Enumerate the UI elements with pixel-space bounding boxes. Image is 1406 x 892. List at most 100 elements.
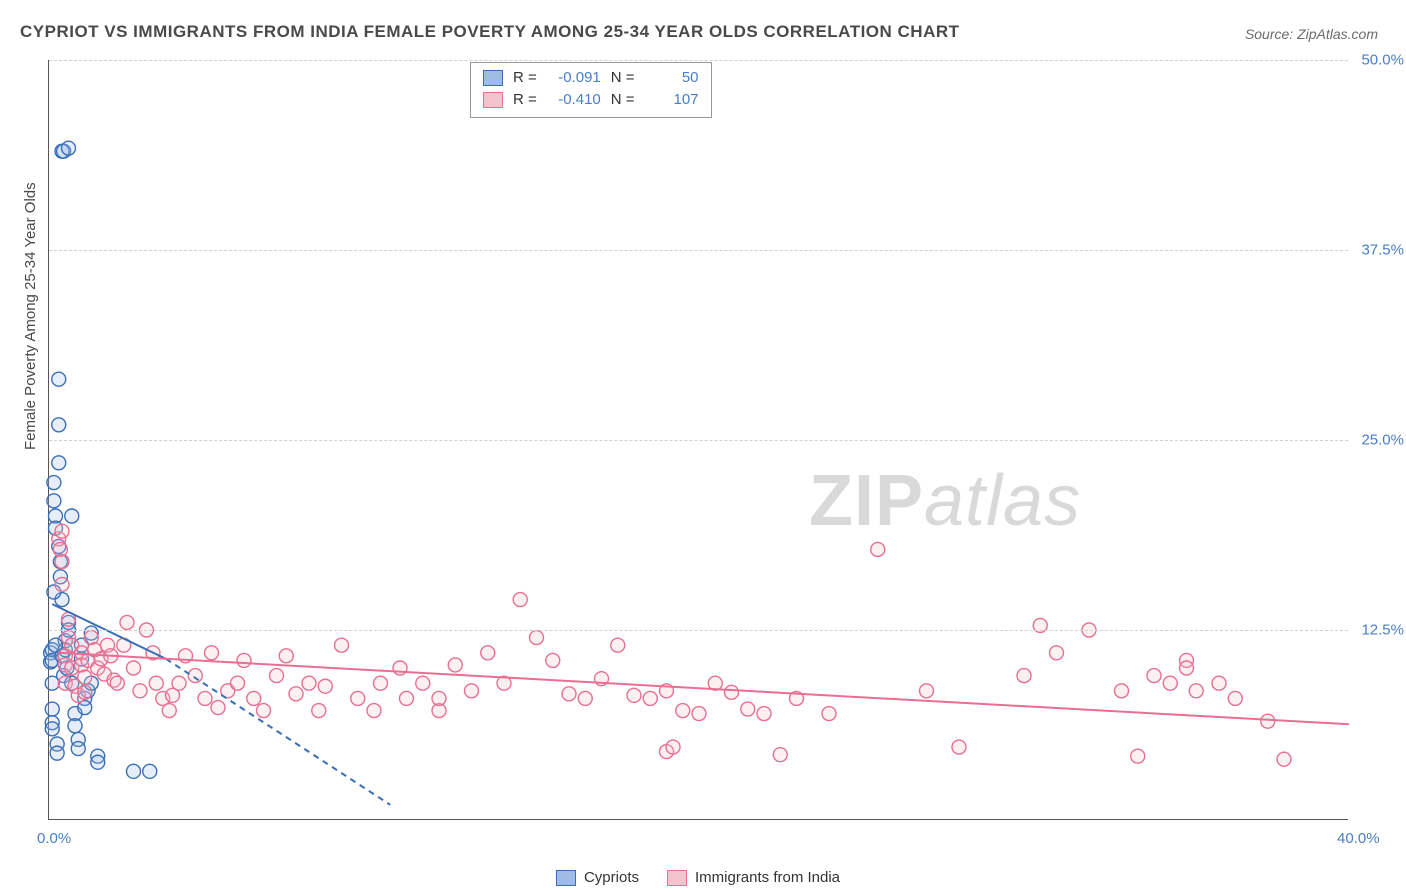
data-point (1261, 714, 1275, 728)
data-point (45, 722, 59, 736)
data-point (143, 764, 157, 778)
data-point (289, 687, 303, 701)
data-point (162, 704, 176, 718)
data-point (52, 372, 66, 386)
data-point (757, 707, 771, 721)
data-point (257, 704, 271, 718)
data-point (692, 707, 706, 721)
data-point (78, 685, 92, 699)
data-point (55, 524, 69, 538)
data-point (279, 649, 293, 663)
data-point (400, 691, 414, 705)
data-point (611, 638, 625, 652)
data-point (351, 691, 365, 705)
data-point (312, 704, 326, 718)
grid-line (49, 60, 1348, 61)
data-point (52, 418, 66, 432)
data-point (481, 646, 495, 660)
swatch-india-icon (667, 870, 687, 886)
data-point (1180, 661, 1194, 675)
data-point (1212, 676, 1226, 690)
data-point (47, 476, 61, 490)
data-point (562, 687, 576, 701)
data-point (920, 684, 934, 698)
data-point (71, 742, 85, 756)
legend-series: Cypriots Immigrants from India (48, 869, 1348, 886)
data-point (127, 764, 141, 778)
data-point (270, 669, 284, 683)
legend-row-1: R = -0.410 N = 107 (483, 89, 699, 111)
data-point (676, 704, 690, 718)
data-point (45, 702, 59, 716)
data-point (666, 740, 680, 754)
data-point (367, 704, 381, 718)
data-point (65, 509, 79, 523)
data-point (110, 676, 124, 690)
data-point (1163, 676, 1177, 690)
data-point (741, 702, 755, 716)
y-axis-title: Female Poverty Among 25-34 Year Olds (22, 182, 39, 450)
data-point (133, 684, 147, 698)
data-point (62, 141, 76, 155)
legend-correlation: R = -0.091 N = 50 R = -0.410 N = 107 (470, 62, 712, 118)
data-point (78, 670, 92, 684)
data-point (546, 653, 560, 667)
plot-area: ZIPatlas 12.5%25.0%37.5%50.0%0.0%40.0% (48, 60, 1348, 820)
data-point (231, 676, 245, 690)
data-point (47, 494, 61, 508)
legend-item-cypriots: Cypriots (556, 869, 639, 886)
chart-title: CYPRIOT VS IMMIGRANTS FROM INDIA FEMALE … (20, 22, 960, 42)
source-label: Source: ZipAtlas.com (1245, 26, 1378, 42)
data-point (50, 746, 64, 760)
data-point (211, 701, 225, 715)
data-point (871, 542, 885, 556)
grid-line (49, 630, 1348, 631)
data-point (302, 676, 316, 690)
data-point (432, 691, 446, 705)
legend-row-0: R = -0.091 N = 50 (483, 67, 699, 89)
x-tick-label: 40.0% (1337, 830, 1380, 847)
data-point (627, 688, 641, 702)
swatch-cypriots (483, 70, 503, 86)
data-point (1147, 669, 1161, 683)
swatch-india (483, 92, 503, 108)
x-tick-label: 0.0% (37, 830, 71, 847)
data-point (1131, 749, 1145, 763)
data-point (91, 755, 105, 769)
data-point (773, 748, 787, 762)
y-tick-label: 37.5% (1361, 242, 1404, 259)
data-point (1050, 646, 1064, 660)
data-point (952, 740, 966, 754)
data-point (52, 456, 66, 470)
data-point (205, 646, 219, 660)
data-point (1228, 691, 1242, 705)
data-point (822, 707, 836, 721)
data-point (172, 676, 186, 690)
data-point (1115, 684, 1129, 698)
data-point (1017, 669, 1031, 683)
data-point (1277, 752, 1291, 766)
data-point (374, 676, 388, 690)
grid-line (49, 440, 1348, 441)
data-point (188, 669, 202, 683)
data-point (448, 658, 462, 672)
data-point (643, 691, 657, 705)
data-point (237, 653, 251, 667)
y-tick-label: 12.5% (1361, 622, 1404, 639)
data-point (247, 691, 261, 705)
y-tick-label: 25.0% (1361, 432, 1404, 449)
y-tick-label: 50.0% (1361, 52, 1404, 69)
data-point (465, 684, 479, 698)
data-point (335, 638, 349, 652)
swatch-cypriots-icon (556, 870, 576, 886)
data-point (55, 555, 69, 569)
data-point (416, 676, 430, 690)
data-point (149, 676, 163, 690)
data-point (578, 691, 592, 705)
data-point (1189, 684, 1203, 698)
data-point (120, 615, 134, 629)
data-point (198, 691, 212, 705)
data-point (127, 661, 141, 675)
legend-item-india: Immigrants from India (667, 869, 840, 886)
data-point (513, 593, 527, 607)
